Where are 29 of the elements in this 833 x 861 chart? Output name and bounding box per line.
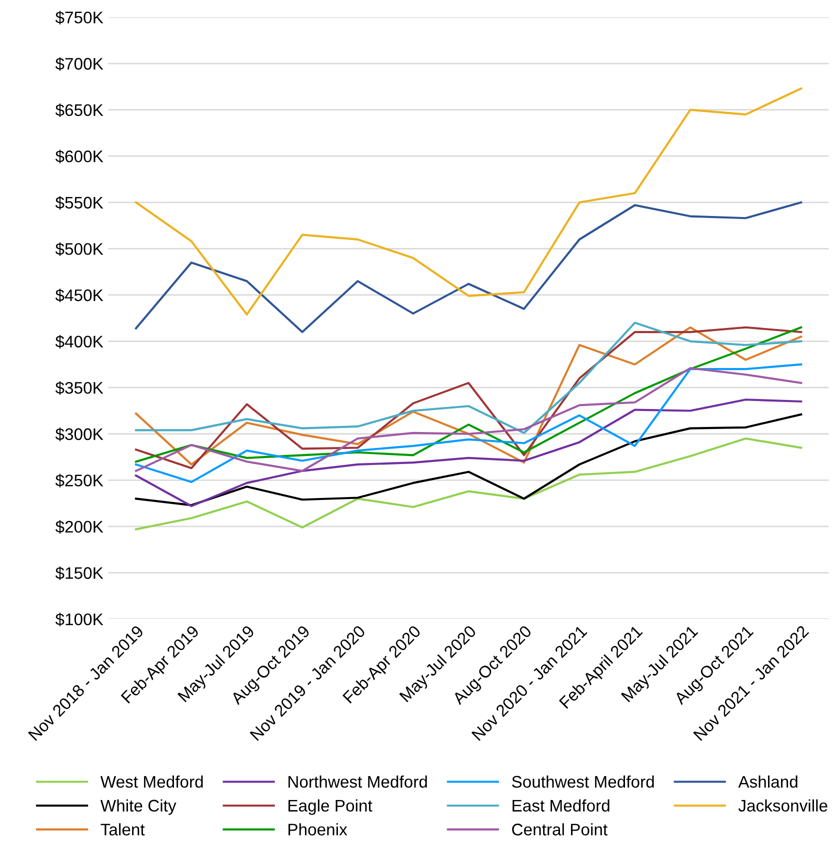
legend-label: Southwest Medford bbox=[512, 775, 654, 788]
line-series bbox=[134, 87, 802, 316]
y-tick-label: $550K bbox=[55, 196, 104, 210]
line-series bbox=[134, 201, 802, 334]
y-tick-label: $100K bbox=[55, 612, 104, 626]
y-tick-label: $750K bbox=[55, 10, 104, 24]
y-tick-label: $450K bbox=[55, 288, 104, 302]
y-tick-label: $200K bbox=[55, 520, 104, 534]
y-tick-label: $400K bbox=[55, 334, 104, 348]
legend-label: Phoenix bbox=[288, 823, 348, 836]
legend-label: Eagle Point bbox=[288, 799, 372, 815]
legend-label: Jacksonville bbox=[738, 799, 828, 812]
y-tick-label: $150K bbox=[55, 566, 104, 580]
y-tick-label: $650K bbox=[55, 104, 104, 118]
legend-label: Northwest Medford bbox=[288, 775, 427, 788]
y-tick-label: $250K bbox=[55, 474, 104, 488]
y-tick-label: $500K bbox=[55, 242, 104, 256]
y-tick-label: $600K bbox=[55, 150, 104, 164]
legend-label: West Medford bbox=[100, 775, 203, 788]
legend-label: East Medford bbox=[512, 799, 610, 812]
y-tick-label: $700K bbox=[55, 57, 104, 71]
legend-label: Ashland bbox=[738, 775, 798, 788]
y-tick-label: $350K bbox=[55, 381, 104, 395]
legend-label: Central Point bbox=[512, 823, 608, 836]
line-series bbox=[134, 322, 802, 434]
line-series bbox=[134, 437, 802, 530]
legend-label: White City bbox=[100, 799, 176, 815]
y-tick-label: $300K bbox=[55, 428, 104, 442]
legend-label: Talent bbox=[100, 823, 145, 836]
